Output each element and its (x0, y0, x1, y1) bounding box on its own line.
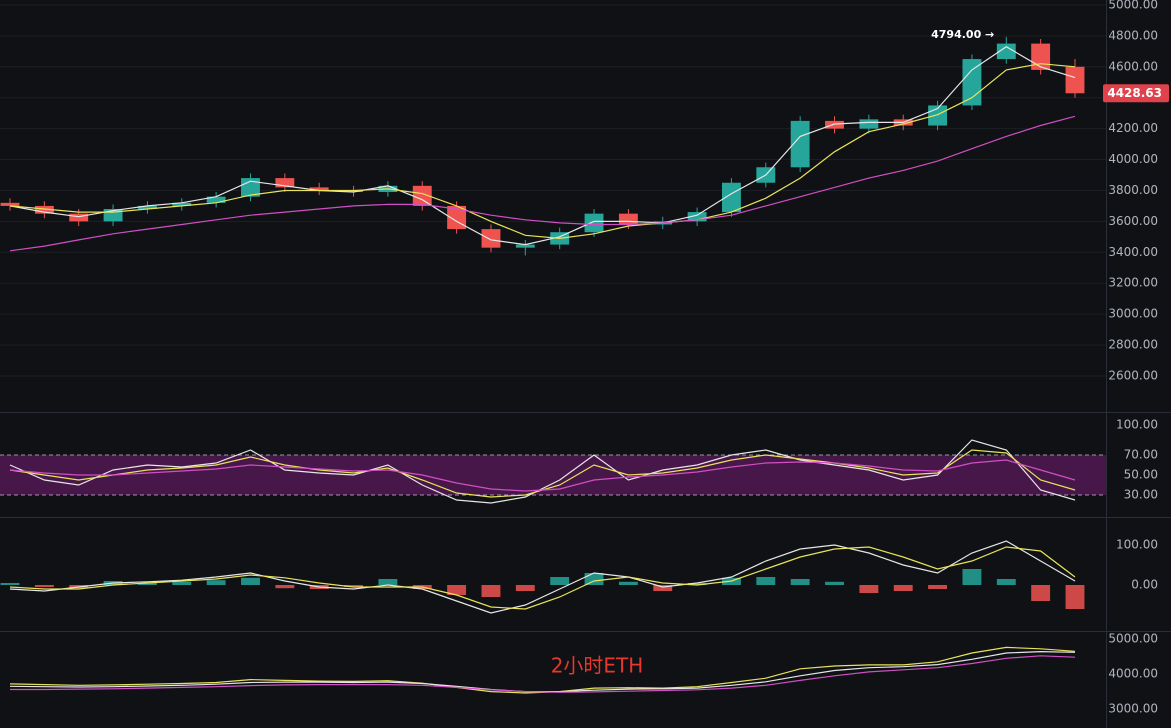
indicator-line (9, 459, 1076, 492)
histogram-bar (825, 581, 844, 585)
indicator-line (9, 45, 1076, 246)
chart-annotation: 2小时ETH (551, 654, 644, 678)
histogram-bar (0, 583, 20, 585)
y-tick-label: 2800.00 (1108, 338, 1158, 352)
y-tick-label: 50.00 (1124, 468, 1158, 482)
y-tick-label: 0.00 (1131, 578, 1158, 592)
candle-body (1065, 66, 1085, 94)
histogram-bar (1065, 585, 1085, 609)
histogram-bar (206, 580, 226, 585)
candle-body (722, 182, 741, 213)
candle-body (515, 244, 535, 248)
y-tick-label: 30.00 (1124, 488, 1158, 502)
histogram-bar (447, 585, 467, 595)
histogram-bar (515, 585, 535, 591)
y-tick-label: 3600.00 (1108, 214, 1158, 228)
histogram-bar (275, 585, 295, 589)
candle-body (1031, 43, 1051, 70)
candle-body (584, 213, 604, 233)
histogram-bar (859, 585, 879, 593)
y-tick-label: 5000.00 (1108, 632, 1158, 646)
y-tick-label: 4000.00 (1108, 152, 1158, 166)
candle-body (618, 213, 638, 225)
y-tick-label: 3400.00 (1108, 245, 1158, 259)
y-tick-label: 5000.00 (1108, 0, 1158, 11)
histogram-bar (481, 585, 501, 597)
histogram-bar (928, 585, 948, 589)
histogram-bar (687, 583, 707, 585)
histogram-bar (344, 585, 363, 587)
last-price-label: 4428.63 (1107, 86, 1162, 100)
histogram-bar (756, 577, 776, 585)
histogram-bar (618, 581, 638, 585)
histogram-bar (241, 577, 260, 585)
indicator-line (9, 439, 1076, 504)
y-tick-label: 3000.00 (1108, 307, 1158, 321)
candle-body (34, 205, 54, 214)
histogram-bar (172, 581, 192, 585)
candle-body (137, 205, 157, 210)
indicator-line (9, 540, 1076, 614)
indicator-line (9, 63, 1076, 240)
high-annotation: 4794.00 → (931, 28, 994, 41)
histogram-bar (1031, 585, 1051, 601)
y-tick-label: 100.00 (1116, 538, 1158, 552)
last-price-box (1103, 84, 1169, 103)
indicator-line (9, 546, 1076, 610)
rsi-band (0, 455, 1106, 495)
candle-body (825, 120, 844, 129)
y-tick-label: 4000.00 (1108, 667, 1158, 681)
candle-body (309, 187, 329, 191)
y-tick-label: 70.00 (1124, 448, 1158, 462)
candle-body (996, 43, 1016, 60)
histogram-bar (378, 579, 398, 585)
candle-body (0, 202, 20, 206)
y-tick-label: 3800.00 (1108, 183, 1158, 197)
histogram-bar (584, 573, 604, 585)
candle-body (481, 229, 501, 248)
candle-body (206, 196, 226, 203)
candle-body (687, 212, 707, 222)
candle-body (275, 178, 295, 188)
candle-body (172, 202, 192, 206)
candle-body (859, 119, 879, 129)
candle-body (790, 120, 810, 168)
candle-body (344, 190, 363, 193)
y-tick-label: 4600.00 (1108, 59, 1158, 73)
histogram-bar (653, 585, 673, 591)
histogram-bar (790, 579, 810, 585)
histogram-bar (34, 585, 54, 587)
indicator-line (10, 655, 1076, 693)
histogram-bar (137, 583, 157, 585)
y-tick-label: 2600.00 (1108, 368, 1158, 382)
y-tick-label: 100.00 (1116, 418, 1158, 432)
candle-body (412, 185, 432, 206)
histogram-bar (962, 569, 982, 585)
histogram-bar (550, 577, 570, 585)
histogram-bar (893, 585, 913, 591)
y-tick-label: 3200.00 (1108, 276, 1158, 290)
y-tick-label: 4800.00 (1108, 28, 1158, 42)
candle-body (69, 213, 89, 222)
histogram-bar (996, 579, 1016, 585)
indicator-line (9, 115, 1076, 252)
y-tick-label: 4200.00 (1108, 121, 1158, 135)
y-tick-label: 3000.00 (1108, 702, 1158, 716)
